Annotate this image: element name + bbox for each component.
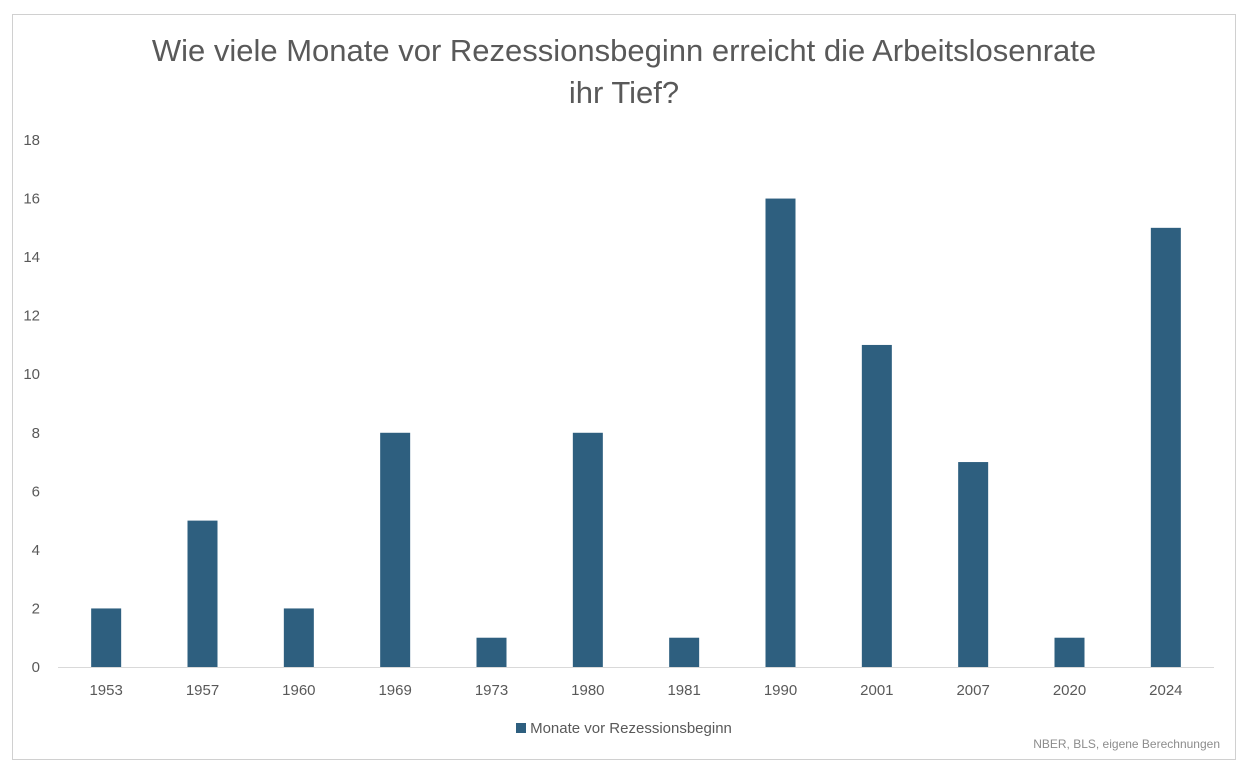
legend-label: Monate vor Rezessionsbeginn [530, 720, 732, 737]
bar-1981 [669, 637, 700, 667]
x-tick-label: 2001 [860, 682, 893, 699]
bar-1960 [283, 608, 314, 667]
legend: Monate vor Rezessionsbeginn [12, 720, 1236, 737]
x-tick-label: 1969 [378, 682, 411, 699]
source-note: NBER, BLS, eigene Berechnungen [1033, 737, 1220, 751]
y-tick-label: 10 [23, 366, 40, 383]
chart-title-line-1: Wie viele Monate vor Rezessionsbeginn er… [151, 33, 1097, 68]
bar-2001 [861, 344, 892, 667]
chart-title: Wie viele Monate vor Rezessionsbeginn er… [12, 30, 1236, 114]
x-tick-label: 1990 [764, 682, 797, 699]
chart-title-line-2: ihr Tief? [568, 75, 680, 110]
y-tick-label: 8 [32, 425, 40, 442]
x-tick-label: 1973 [475, 682, 508, 699]
bar-1990 [765, 198, 796, 668]
y-tick-label: 12 [23, 308, 40, 325]
bar-2007 [958, 462, 989, 667]
y-tick-label: 16 [23, 191, 40, 208]
bar-1969 [380, 432, 411, 667]
x-tick-label: 1980 [571, 682, 604, 699]
bar-1980 [572, 432, 603, 667]
bar-2020 [1054, 637, 1085, 667]
x-tick-label: 2024 [1149, 682, 1182, 699]
y-tick-label: 0 [32, 659, 40, 676]
bar-1973 [476, 637, 507, 667]
x-tick-label: 1953 [89, 682, 122, 699]
bar-1957 [187, 520, 218, 667]
x-tick-label: 1957 [186, 682, 219, 699]
y-tick-label: 18 [23, 132, 40, 149]
y-tick-label: 4 [32, 542, 40, 559]
x-tick-label: 1981 [667, 682, 700, 699]
bar-2024 [1150, 227, 1181, 668]
legend-swatch [516, 723, 527, 733]
x-tick-label: 1960 [282, 682, 315, 699]
x-tick-label: 2007 [956, 682, 989, 699]
y-tick-label: 2 [32, 600, 40, 617]
y-tick-label: 14 [23, 249, 40, 266]
bar-1953 [91, 608, 122, 667]
x-tick-label: 2020 [1053, 682, 1086, 699]
y-tick-label: 6 [32, 483, 40, 500]
